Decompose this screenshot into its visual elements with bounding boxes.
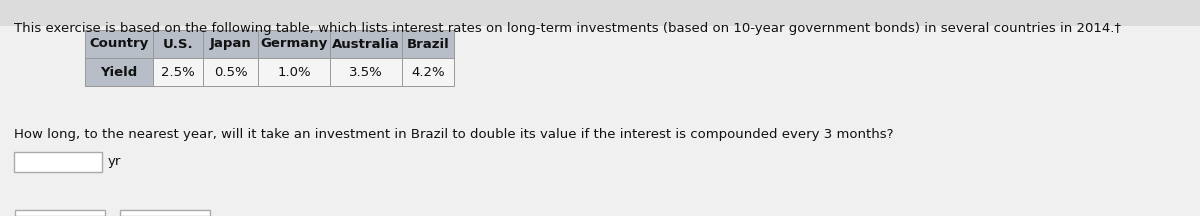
Bar xyxy=(258,30,330,58)
Bar xyxy=(85,58,154,86)
Text: Country: Country xyxy=(89,38,149,51)
Text: This exercise is based on the following table, which lists interest rates on lon: This exercise is based on the following … xyxy=(14,22,1121,35)
Text: Australia: Australia xyxy=(332,38,400,51)
Bar xyxy=(402,30,454,58)
Bar xyxy=(258,58,330,86)
Bar xyxy=(14,210,106,216)
Bar xyxy=(14,152,102,172)
Text: Yield: Yield xyxy=(101,65,138,78)
Bar xyxy=(330,58,402,86)
Bar xyxy=(402,58,454,86)
Text: How long, to the nearest year, will it take an investment in Brazil to double it: How long, to the nearest year, will it t… xyxy=(14,128,894,141)
Bar xyxy=(154,30,203,58)
Text: 2.5%: 2.5% xyxy=(161,65,194,78)
Bar xyxy=(120,210,210,216)
Text: 4.2%: 4.2% xyxy=(412,65,445,78)
Text: Japan: Japan xyxy=(210,38,251,51)
Bar xyxy=(203,58,258,86)
Bar xyxy=(154,58,203,86)
Bar xyxy=(0,26,1200,216)
Text: 0.5%: 0.5% xyxy=(214,65,247,78)
Text: U.S.: U.S. xyxy=(163,38,193,51)
Text: 1.0%: 1.0% xyxy=(277,65,311,78)
Text: Brazil: Brazil xyxy=(407,38,449,51)
Text: Germany: Germany xyxy=(260,38,328,51)
Text: 3.5%: 3.5% xyxy=(349,65,383,78)
Bar xyxy=(203,30,258,58)
Bar xyxy=(330,30,402,58)
Bar xyxy=(85,30,154,58)
Text: yr: yr xyxy=(108,156,121,168)
